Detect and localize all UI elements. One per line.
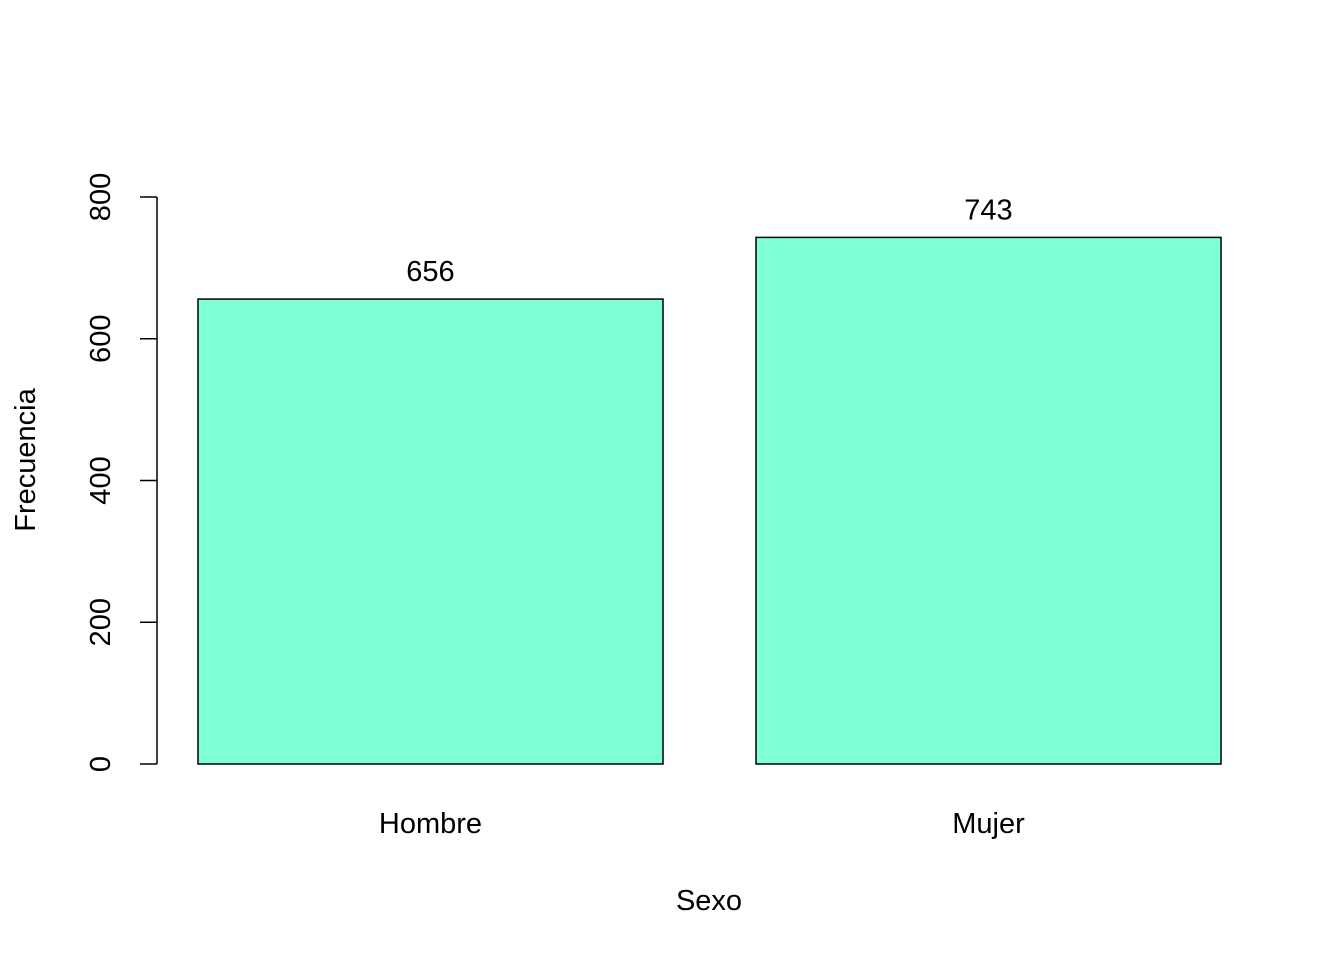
y-tick-label: 400 <box>85 456 117 504</box>
y-axis: 0 200 400 600 800 <box>85 173 158 772</box>
y-tick-label: 600 <box>85 315 117 363</box>
y-tick-label: 200 <box>85 598 117 646</box>
bar-value-label: 743 <box>964 194 1012 226</box>
x-tick-labels: Hombre Mujer <box>379 808 1025 840</box>
bar-hombre <box>197 298 664 765</box>
x-axis-label: Sexo <box>676 885 742 917</box>
x-tick-label: Hombre <box>379 808 482 840</box>
bars-group <box>197 236 1222 765</box>
bar-value-label: 656 <box>406 256 454 288</box>
y-tick-label: 800 <box>85 173 117 221</box>
y-tick-label: 0 <box>85 756 117 772</box>
bar-value-labels: 656 743 <box>406 194 1012 288</box>
y-axis-label: Frecuencia <box>10 387 42 531</box>
x-tick-label: Mujer <box>952 808 1025 840</box>
bar-mujer <box>755 236 1222 765</box>
